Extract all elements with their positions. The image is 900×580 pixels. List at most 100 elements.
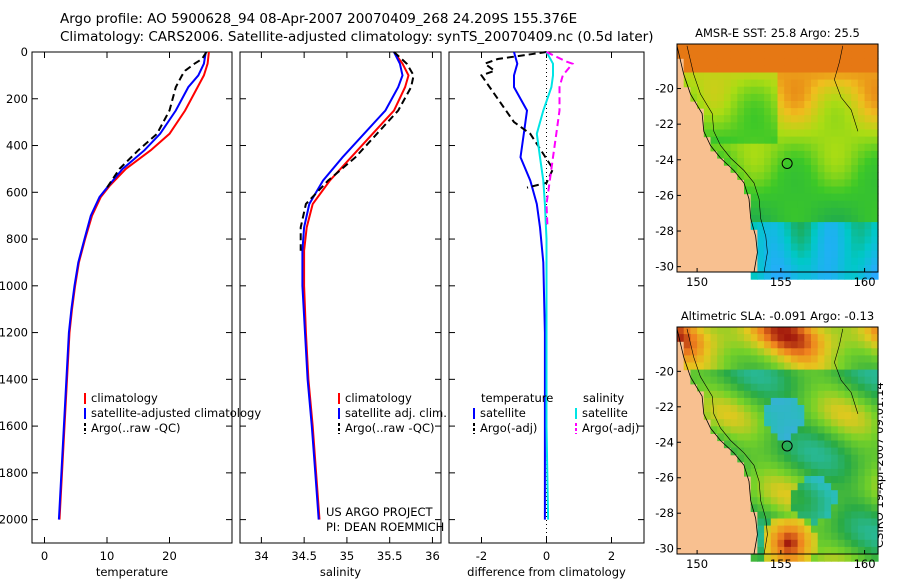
sla-map-cell — [730, 397, 738, 406]
sla-map-cell — [851, 518, 859, 527]
sst-map-cell — [790, 250, 799, 259]
sst-map-cell — [764, 165, 772, 173]
sst-map-cell — [797, 193, 805, 202]
sla-map-xtick-label: 160 — [854, 557, 876, 571]
sst-map-cell — [831, 264, 839, 273]
sst-map-cell — [837, 186, 846, 195]
sst-map-cell — [710, 44, 718, 52]
sst-map-cell — [717, 58, 725, 66]
sla-map-cell — [757, 447, 765, 456]
sla-map-cell — [824, 497, 832, 505]
sla-map-cell — [784, 532, 792, 541]
sla-map-cell — [871, 532, 879, 541]
sla-map-cell — [777, 419, 785, 427]
sla-map-cell — [844, 327, 852, 335]
sla-map-ytick-label: -26 — [655, 471, 674, 485]
sla-map-cell — [831, 483, 839, 491]
sst-map-ytick-label: -24 — [655, 153, 674, 167]
sla-map-cell — [757, 504, 765, 512]
sla-map-cell — [871, 419, 879, 427]
sst-map-cell — [837, 129, 846, 138]
sla-map-cell — [857, 383, 866, 392]
sst-map-cell — [710, 101, 718, 109]
sla-map-cell — [784, 369, 792, 378]
sla-map-cell — [837, 426, 846, 434]
sst-map-cell — [690, 79, 698, 88]
sst-map-cell — [697, 79, 705, 88]
sst-map-cell — [770, 93, 779, 102]
sla-map-cell — [831, 461, 839, 470]
sla-map-cell — [804, 433, 812, 442]
sst-map-cell — [770, 65, 779, 74]
sst-map-cell — [723, 79, 732, 88]
sst-map-cell — [857, 158, 866, 166]
sla-map-cell — [764, 341, 772, 349]
sst-map-cell — [811, 272, 819, 280]
sla-map-cell — [777, 490, 785, 498]
sla-map-cell — [723, 376, 732, 385]
sst-map-cell — [871, 222, 879, 230]
sst-map-cell — [811, 215, 819, 223]
sla-map-cell — [804, 426, 812, 434]
sla-map-cell — [817, 327, 825, 335]
sst-map-cell — [784, 129, 792, 138]
sst-map-cell — [764, 250, 772, 259]
sst-map-field — [677, 44, 879, 280]
sla-map-cell — [683, 348, 691, 356]
sst-map-cell — [804, 172, 812, 180]
sst-map-cell — [857, 93, 866, 102]
sst-map-cell — [710, 129, 718, 138]
sst-map-cell — [770, 215, 779, 223]
sst-map-cell — [837, 250, 846, 259]
sst-map-cell — [750, 44, 758, 52]
sla-map-cell — [837, 334, 846, 342]
sla-map-cell — [844, 539, 852, 548]
sst-map-cell — [844, 93, 852, 102]
sla-map-cell — [757, 518, 765, 527]
sst-map-cell — [864, 44, 872, 52]
salinity-legend-label: Argo(..raw -QC) — [345, 421, 435, 435]
sst-map-cell — [770, 58, 779, 66]
sla-map-cell — [757, 376, 765, 385]
sst-map-cell — [784, 207, 792, 216]
sst-map-cell — [710, 86, 718, 95]
sst-map-cell — [831, 215, 839, 223]
sst-map-cell — [710, 143, 718, 152]
sla-map-cell — [817, 426, 825, 434]
sla-map-cell — [871, 447, 879, 456]
sst-map-cell — [804, 179, 812, 188]
sst-map-cell — [857, 257, 866, 266]
sla-map-cell — [764, 483, 772, 491]
sst-map-float-marker — [781, 158, 793, 170]
sla-map-cell — [857, 454, 866, 463]
sla-map-cell — [871, 454, 879, 463]
sst-map-cell — [784, 86, 792, 95]
sst-map-cell — [764, 193, 772, 202]
sla-map-cell — [837, 390, 846, 399]
sst-map-cell — [777, 101, 785, 109]
sla-map-cell — [797, 447, 805, 456]
sst-map-cell — [831, 222, 839, 230]
sst-map-cell — [770, 79, 779, 88]
sla-map-cell — [817, 525, 825, 534]
sla-map-cell — [844, 348, 852, 356]
sst-map-cell — [703, 58, 712, 66]
difference-salinity-legend-label: Argo(-adj) — [582, 421, 639, 435]
sla-map-cell — [851, 412, 859, 420]
sst-map-cell — [824, 129, 832, 138]
sst-map-cell — [757, 44, 765, 52]
sla-map-cell — [797, 525, 805, 534]
sla-map-cell — [737, 412, 745, 420]
sla-map-cell — [817, 341, 825, 349]
sst-map-cell — [844, 72, 852, 81]
sst-map-cell — [844, 207, 852, 216]
sst-map-cell — [804, 93, 812, 102]
sst-map-cell — [797, 93, 805, 102]
sla-map-cell — [690, 362, 698, 371]
sla-map-cell — [764, 426, 772, 434]
sst-map-cell — [824, 44, 832, 52]
sst-map-reef-contour — [834, 45, 859, 132]
sla-map-cell — [757, 539, 765, 548]
sst-map-cell — [764, 79, 772, 88]
sla-map-cell — [770, 369, 779, 378]
